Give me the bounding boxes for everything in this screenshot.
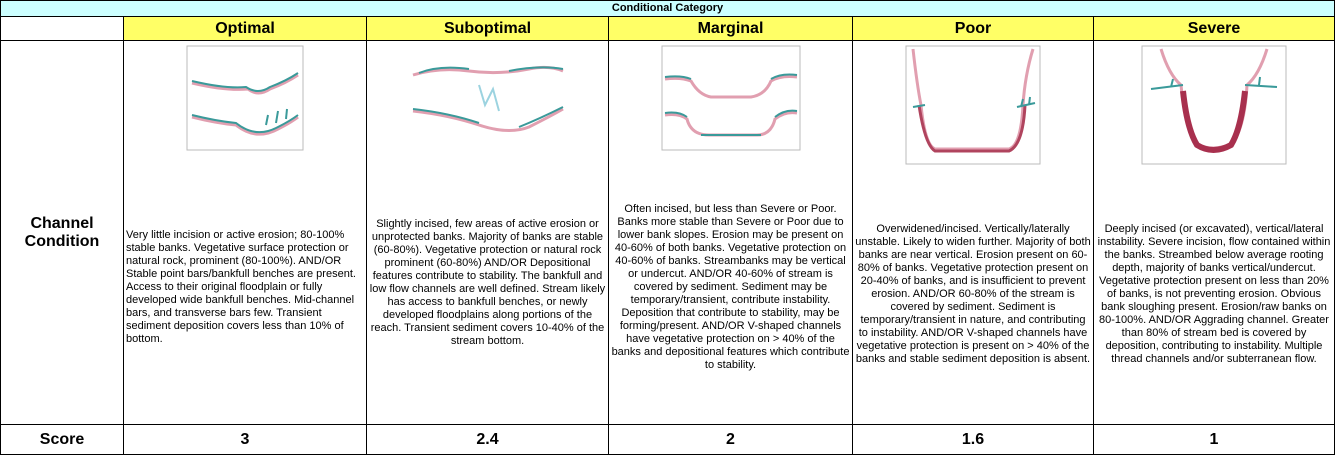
category-header: Marginal [608, 16, 853, 41]
page: Conditional Category Optimal Suboptimal … [0, 0, 1335, 455]
channel-sketch [186, 45, 304, 151]
category-header: Severe [1093, 16, 1335, 41]
score-cell: 1.6 [852, 424, 1094, 455]
description-cell: Very little incision or active erosion; … [123, 40, 367, 425]
channel-sketch [661, 45, 801, 151]
description-cell: Slightly incised, few areas of active er… [366, 40, 609, 425]
channel-sketch [409, 45, 567, 141]
description-text: Deeply incised (or excavated), vertical/… [1094, 165, 1334, 424]
description-text: Very little incision or active erosion; … [124, 151, 366, 424]
channel-sketch [905, 45, 1041, 165]
category-header: Poor [852, 16, 1094, 41]
corner-cell [0, 16, 124, 41]
score-cell: 1 [1093, 424, 1335, 455]
score-cell: 2.4 [366, 424, 609, 455]
category-header: Optimal [123, 16, 367, 41]
description-cell: Deeply incised (or excavated), vertical/… [1093, 40, 1335, 425]
row-label: Score [0, 424, 124, 455]
description-cell: Overwidened/incised. Vertically/laterall… [852, 40, 1094, 425]
channel-sketch [1141, 45, 1287, 165]
description-cell: Often incised, but less than Severe or P… [608, 40, 853, 425]
description-text: Often incised, but less than Severe or P… [609, 151, 852, 424]
description-text: Overwidened/incised. Vertically/laterall… [853, 165, 1093, 424]
score-cell: 2 [608, 424, 853, 455]
category-header: Suboptimal [366, 16, 609, 41]
table-title: Conditional Category [0, 0, 1335, 17]
row-label: Channel Condition [0, 40, 124, 425]
score-cell: 3 [123, 424, 367, 455]
description-text: Slightly incised, few areas of active er… [367, 141, 608, 424]
